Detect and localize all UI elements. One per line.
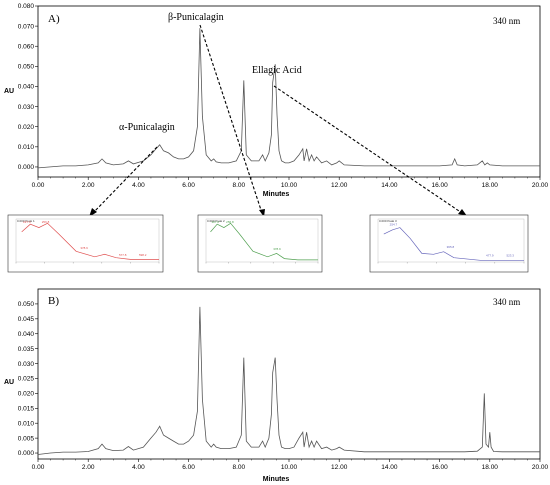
inset-peak-label: 256.8 [226,220,234,224]
y-tick-label: 0.000 [18,450,35,457]
x-tick-label: 2.00 [82,182,95,189]
inset-peak-label: 254.7 [390,223,398,227]
y-tick-label: 0.020 [18,391,35,398]
y-tick-label: 0.020 [18,124,35,131]
x-tick-label: 16.00 [431,182,448,189]
arrowhead-ellagic [458,209,467,216]
x-tick-label: 14.00 [381,464,398,471]
x-tick-label: 4.00 [132,182,145,189]
inset-peak-label: 577.8 [119,253,127,257]
inset-peak-label: 378.9 [273,247,281,251]
plot-frame [37,5,541,178]
inset-peak-label: 477.9 [486,254,494,258]
arrow-alpha [92,146,158,214]
inset-peak-label: 365.8 [447,245,455,249]
trace-a [37,28,540,169]
x-tick-label: 8.00 [232,182,245,189]
inset-peak-label: 523.3 [506,254,514,258]
inset-title: 0.000 Peak 2 [207,219,225,223]
x-tick-label: 0.00 [32,182,45,189]
inset-peak-label: 227.0 [23,220,31,224]
inset-frame [369,214,529,273]
annotation-arrows [92,24,463,214]
y-tick-label: 0.015 [18,405,35,412]
inset-spectrum-line [210,222,318,261]
inset-plot-area [15,218,160,263]
x-tick-label: 6.00 [182,182,195,189]
x-tick-label: 18.00 [482,182,499,189]
x-tick-label: 6.00 [182,464,195,471]
arrow-ellagic [273,85,463,214]
x-tick-label: 2.00 [82,464,95,471]
x-tick-label: 12.00 [331,182,348,189]
inset-spectrum-line [21,222,159,260]
x-tick-label: 20.00 [532,182,549,189]
wavelength-a: 340 nm [493,16,520,26]
annotation-ellagic-acid: Ellagic Acid [252,65,302,76]
y-tick-label: 0.080 [18,3,35,10]
x-tick-label: 16.00 [431,464,448,471]
y-tick-label: 0.045 [18,316,35,323]
inset-peak-label: 227.0 [212,220,220,224]
x-tick-label: 4.00 [132,464,145,471]
inset-plot-area [205,218,319,263]
y-tick-label: 0.005 [18,435,35,442]
annotation-alpha-punicalagin: α-Punicalagin [119,122,175,133]
x-tick-label: 10.00 [281,182,298,189]
plot-frame [37,288,541,460]
xlabel-a: Minutes [263,191,290,198]
chromatogram-a: 0.00 2.00 4.00 6.00 8.00 10.00 12.00 14.00 16.00… [4,3,549,198]
inset-peak-label: 598.2 [139,253,147,257]
panel-label-b: B) [48,295,59,307]
annotation-beta-punicalagin: β-Punicalagin [168,12,224,23]
inset-title: 0.000 Peak 1 [17,219,35,223]
y-tick-label: 0.040 [18,84,35,91]
y-tick-label: 0.025 [18,376,35,383]
y-tick-label: 0.070 [18,23,35,30]
ylabel-b: AU [4,379,14,386]
x-tick-label: 0.00 [32,464,45,471]
inset-frame [7,214,164,273]
axes-a: 0.00 2.00 4.00 6.00 8.00 10.00 12.00 14.00 16.00… [18,3,549,189]
ylabel-a: AU [4,88,14,95]
y-tick-label: 0.000 [18,164,35,171]
x-tick-label: 20.00 [532,464,549,471]
xlabel-b: Minutes [263,476,290,483]
chromatogram-b: 0.00 2.00 4.00 6.00 8.00 10.00 12.00 14.00 16.00… [4,288,549,483]
inset-title: 0.000 Peak 3 [379,219,397,223]
inset-peak-label: 256.8 [42,220,50,224]
arrow-beta [199,24,263,214]
x-tick-label: 14.00 [381,182,398,189]
inset-frame [197,214,323,273]
y-tick-label: 0.040 [18,331,35,338]
y-tick-label: 0.030 [18,104,35,111]
inset-plot-area [377,218,525,263]
wavelength-b: 340 nm [493,297,520,307]
x-tick-label: 8.00 [232,464,245,471]
inset-spectrum-line [383,227,524,261]
x-tick-label: 10.00 [281,464,298,471]
trace-b [37,306,540,455]
x-tick-label: 12.00 [331,464,348,471]
y-tick-label: 0.060 [18,43,35,50]
inset-peak-label: 378.9 [80,246,88,250]
y-tick-label: 0.035 [18,346,35,353]
y-tick-label: 0.010 [18,144,35,151]
x-tick-label: 18.00 [482,464,499,471]
y-tick-label: 0.030 [18,361,35,368]
y-tick-label: 0.010 [18,420,35,427]
panel-label-a: A) [48,13,60,25]
axes-b: 0.00 2.00 4.00 6.00 8.00 10.00 12.00 14.00 16.00… [18,288,549,471]
y-tick-label: 0.050 [18,64,35,71]
y-tick-label: 0.050 [18,301,35,308]
